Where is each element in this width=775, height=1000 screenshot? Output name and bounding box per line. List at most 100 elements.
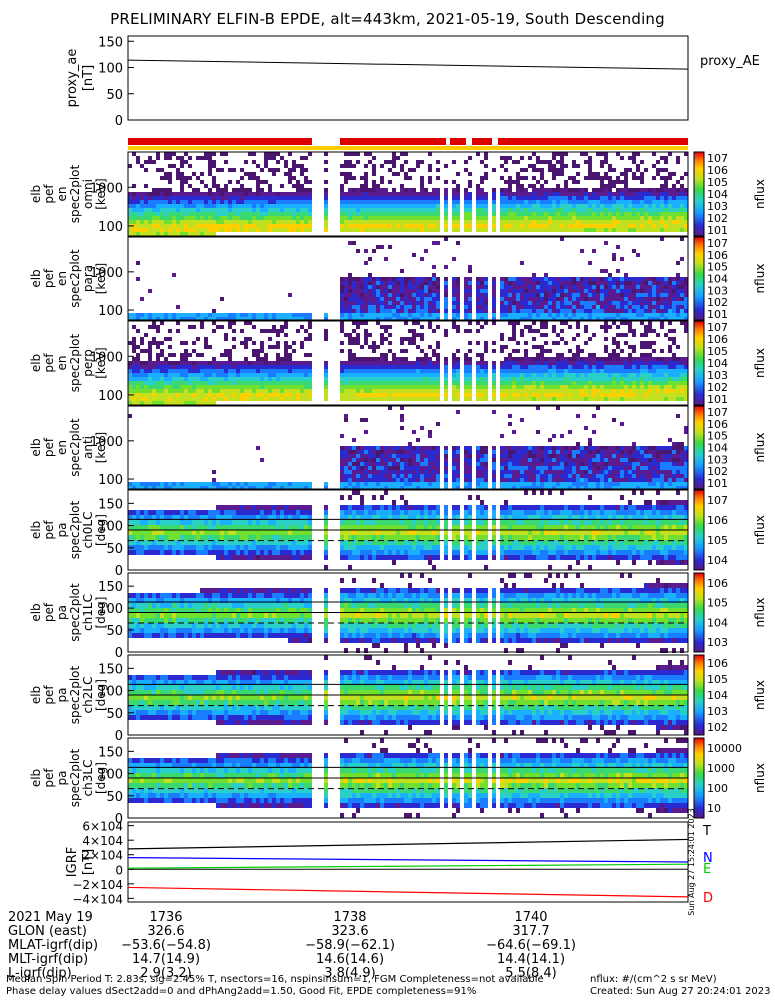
spectrogram-cell — [352, 337, 356, 341]
spectrogram-cell — [384, 160, 388, 164]
spectrogram-cell — [556, 224, 560, 228]
spectrogram-cell — [632, 301, 636, 305]
spectrogram-cell — [672, 228, 676, 232]
spectrogram-cell — [648, 321, 652, 325]
spectrogram-cell — [396, 172, 400, 176]
spectrogram-cell — [260, 385, 264, 389]
spectrogram-cell — [524, 349, 528, 353]
spectrogram-cell — [380, 365, 384, 369]
spectrogram-cell — [652, 369, 656, 373]
spectrogram-cell — [428, 208, 432, 212]
spectrogram-cell — [548, 228, 552, 232]
spectrogram-cell — [532, 393, 536, 397]
spectrogram-cell — [128, 232, 132, 236]
spectrogram-cell — [432, 241, 436, 245]
spectrogram-cell — [580, 216, 584, 220]
spectrogram-cell — [436, 200, 440, 204]
spectrogram-cell — [188, 317, 192, 321]
spectrogram-cell — [684, 192, 688, 196]
spectrogram-cell — [212, 184, 216, 188]
spectrogram-cell — [576, 305, 580, 309]
spectrogram-cell — [408, 208, 412, 212]
spectrogram-cell — [132, 232, 136, 236]
spectrogram-cell — [344, 361, 348, 365]
spectrogram-cell — [404, 361, 408, 365]
spectrogram-cell — [520, 204, 524, 208]
spectrogram-cell — [668, 345, 672, 349]
spectrogram-cell — [512, 329, 516, 333]
spectrogram-cell — [216, 361, 220, 365]
spectrogram-cell — [580, 152, 584, 156]
spectrogram-cell — [376, 184, 380, 188]
spectrogram-cell — [512, 305, 516, 309]
spectrogram-cell — [684, 361, 688, 365]
spectrogram-cell — [612, 373, 616, 377]
spectrogram-cell — [252, 389, 256, 393]
spectrogram-cell — [300, 381, 304, 385]
spectrogram-cell — [144, 397, 148, 401]
spectrogram-cell — [252, 385, 256, 389]
spectrogram-cell — [208, 212, 212, 216]
spectrogram-cell — [164, 228, 168, 232]
spectrogram-cell — [396, 216, 400, 220]
spectrogram-cell — [608, 353, 612, 357]
spectrogram-cell — [344, 458, 348, 462]
spectrogram-cell — [392, 474, 396, 478]
spectrogram-cell — [200, 232, 204, 236]
spectrogram-cell — [564, 192, 568, 196]
spectrogram-cell — [572, 389, 576, 393]
spectrogram-cell — [384, 470, 388, 474]
spectrogram-cell — [164, 220, 168, 224]
spectrogram-cell — [388, 212, 392, 216]
spectrogram-cell — [160, 313, 164, 317]
spectrogram-cell — [304, 361, 308, 365]
spectrogram-cell — [260, 220, 264, 224]
spectrogram-cell — [396, 454, 400, 458]
spectrogram-cell — [356, 474, 360, 478]
spectrogram-cell — [188, 232, 192, 236]
spectrogram-cell — [436, 389, 440, 393]
spectrogram-cell — [180, 224, 184, 228]
spectrogram-cell — [284, 224, 288, 228]
spectrogram-cell — [612, 212, 616, 216]
spectrogram-cell — [492, 389, 496, 393]
spectrogram-cell — [580, 349, 584, 353]
spectrogram-cell — [512, 325, 516, 329]
spectrogram-cell — [340, 466, 344, 470]
spectrogram-cell — [508, 397, 512, 401]
spectrogram-cell — [580, 212, 584, 216]
spectrogram-cell — [296, 196, 300, 200]
spectrogram-cell — [236, 220, 240, 224]
spectrogram-cell — [324, 224, 328, 228]
spectrogram-cell — [376, 474, 380, 478]
spectrogram-cell — [656, 228, 660, 232]
spectrogram-cell — [528, 329, 532, 333]
spectrogram-cell — [392, 313, 396, 317]
spectrogram-cell — [480, 188, 484, 192]
spectrogram-cell — [324, 317, 328, 321]
spectrogram-cell — [136, 486, 140, 490]
spectrogram-cell — [492, 313, 496, 317]
spectrogram-cell — [492, 393, 496, 397]
spectrogram-cell — [512, 277, 516, 281]
spectrogram-cell — [656, 285, 660, 289]
spectrogram-cell — [128, 200, 132, 204]
spectrogram-cell — [148, 393, 152, 397]
spectrogram-cell — [240, 369, 244, 373]
spectrogram-cell — [492, 204, 496, 208]
spectrogram-cell — [528, 281, 532, 285]
spectrogram-cell — [180, 397, 184, 401]
spectrogram-cell — [500, 373, 504, 377]
spectrogram-cell — [208, 228, 212, 232]
spectrogram-cell — [648, 373, 652, 377]
spectrogram-cell — [220, 482, 224, 486]
spectrogram-cell — [564, 305, 568, 309]
spectrogram-cell — [676, 305, 680, 309]
spectrogram-cell — [660, 204, 664, 208]
spectrogram-cell — [412, 397, 416, 401]
spectrogram-cell — [420, 204, 424, 208]
spectrogram-cell — [588, 277, 592, 281]
spectrogram-cell — [500, 220, 504, 224]
spectrogram-cell — [616, 333, 620, 337]
